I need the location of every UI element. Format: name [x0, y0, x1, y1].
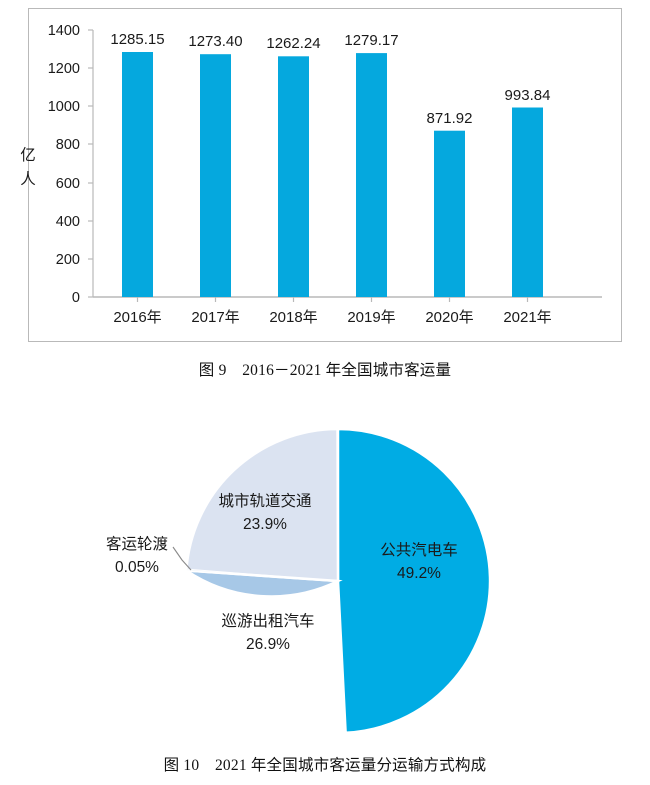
figure-10-caption: 图 10 2021 年全国城市客运量分运输方式构成 [163, 757, 487, 774]
bar-value-label-2017: 1273.40 [188, 33, 242, 50]
bar-2016 [122, 52, 153, 297]
y-tick-label-800: 800 [56, 137, 80, 153]
x-category-label-2019: 2019年 [347, 309, 395, 326]
bar-value-label-2021: 993.84 [505, 87, 551, 104]
y-tick-label-200: 200 [56, 252, 80, 268]
pie-slice-public-bus [336, 427, 492, 735]
y-axis-ticks [88, 29, 93, 298]
y-axis-title-char-1: 亿 [20, 146, 36, 164]
bar-2018 [278, 56, 309, 297]
pie-slice-ferry [185, 568, 339, 582]
pie-label-public-bus-name: 公共汽电车 [380, 541, 458, 559]
x-category-label-2021: 2021年 [503, 309, 551, 326]
y-tick-label-1400: 1400 [48, 23, 80, 39]
bar-chart-svg: 1400 1200 1000 800 600 400 200 0 亿 人 128… [20, 23, 602, 326]
x-category-label-2018: 2018年 [269, 309, 317, 326]
bar-2020 [434, 130, 465, 297]
bar-2017 [200, 54, 231, 298]
pie-slice-urban-rail [184, 427, 340, 583]
y-tick-label-600: 600 [56, 176, 80, 192]
bar-value-label-2019: 1279.17 [344, 32, 398, 49]
figure-10-pie-chart: 公共汽电车 49.2% 巡游出租汽车 26.9% 城市轨道交通 23.9% 客运… [0, 400, 650, 750]
pie-chart-svg: 公共汽电车 49.2% 巡游出租汽车 26.9% 城市轨道交通 23.9% 客运… [106, 427, 492, 735]
x-category-label-2016: 2016年 [113, 309, 161, 326]
y-axis-title-char-2: 人 [20, 170, 36, 188]
pie-slice-taxi [181, 568, 343, 598]
bar-value-label-2016: 1285.15 [110, 31, 164, 48]
y-tick-label-400: 400 [56, 214, 80, 230]
y-tick-label-1000: 1000 [48, 99, 80, 115]
pie-label-urban-rail-name: 城市轨道交通 [218, 492, 312, 510]
pie-label-ferry-name: 客运轮渡 [106, 535, 168, 553]
pie-label-urban-rail-percent: 23.9% [243, 516, 287, 533]
y-tick-label-0: 0 [72, 290, 80, 306]
pie-label-taxi-percent: 26.9% [246, 636, 290, 653]
y-tick-label-1200: 1200 [48, 61, 80, 77]
bar-value-label-2020: 871.92 [427, 110, 473, 127]
pie-label-taxi-name: 巡游出租汽车 [221, 612, 314, 630]
bar-2019 [356, 53, 387, 297]
figure-9-bar-chart: 1400 1200 1000 800 600 400 200 0 亿 人 128… [20, 8, 622, 342]
x-category-label-2020: 2020年 [425, 309, 473, 326]
x-category-label-2017: 2017年 [191, 309, 239, 326]
bar-series [122, 52, 543, 298]
bar-value-label-2018: 1262.24 [266, 35, 320, 52]
ferry-callout-leader-line [172, 546, 192, 571]
pie-label-ferry-percent: 0.05% [115, 559, 159, 576]
figure-9-caption: 图 9 2016－2021 年全国城市客运量 [198, 362, 452, 379]
bar-2021 [512, 107, 543, 297]
x-axis-ticks [136, 297, 529, 302]
pie-label-public-bus-percent: 49.2% [397, 565, 441, 582]
